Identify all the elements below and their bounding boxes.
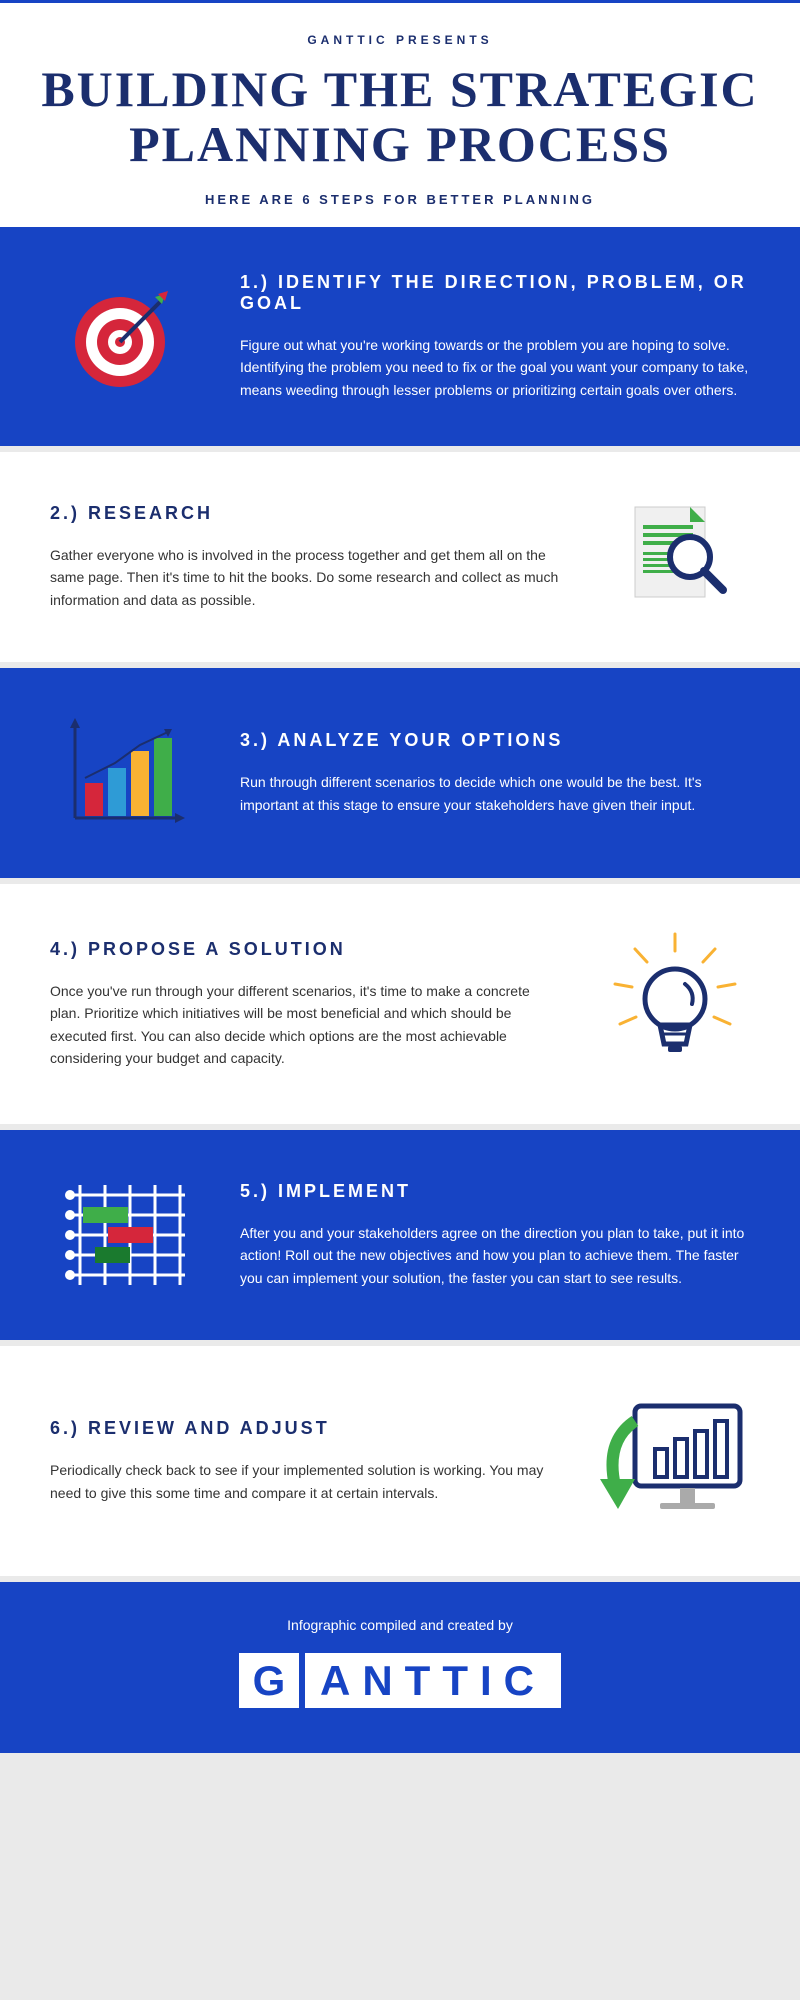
- step-4-body: Once you've run through your different s…: [50, 980, 560, 1070]
- step-3-heading: 3.) ANALYZE YOUR OPTIONS: [240, 730, 750, 751]
- step-2-body: Gather everyone who is involved in the p…: [50, 544, 560, 611]
- step-1-body: Figure out what you're working towards o…: [240, 334, 750, 401]
- monitor-review-icon: [600, 1391, 750, 1531]
- target-icon: [50, 282, 200, 392]
- step-4: 4.) PROPOSE A SOLUTION Once you've run t…: [0, 884, 800, 1124]
- subtitle: HERE ARE 6 STEPS FOR BETTER PLANNING: [40, 192, 760, 207]
- footer-text: Infographic compiled and created by: [0, 1617, 800, 1633]
- step-5: 5.) IMPLEMENT After you and your stakeho…: [0, 1130, 800, 1340]
- step-2-heading: 2.) RESEARCH: [50, 503, 560, 524]
- step-1-heading: 1.) IDENTIFY THE DIRECTION, PROBLEM, OR …: [240, 272, 750, 314]
- presents-label: GANTTIC PRESENTS: [40, 33, 760, 47]
- gantt-chart-icon: [50, 1175, 200, 1295]
- step-5-body: After you and your stakeholders agree on…: [240, 1222, 750, 1289]
- bar-chart-icon: [50, 713, 200, 833]
- document-search-icon: [600, 497, 750, 617]
- main-title: BUILDING THE STRATEGIC PLANNING PROCESS: [40, 62, 760, 172]
- logo-g: G: [239, 1653, 299, 1708]
- step-3-body: Run through different scenarios to decid…: [240, 771, 750, 816]
- step-1: 1.) IDENTIFY THE DIRECTION, PROBLEM, OR …: [0, 227, 800, 446]
- footer: Infographic compiled and created by G AN…: [0, 1582, 800, 1753]
- step-6-body: Periodically check back to see if your i…: [50, 1459, 560, 1504]
- header: GANTTIC PRESENTS BUILDING THE STRATEGIC …: [0, 0, 800, 227]
- step-4-heading: 4.) PROPOSE A SOLUTION: [50, 939, 560, 960]
- lightbulb-icon: [600, 929, 750, 1079]
- step-6-heading: 6.) REVIEW AND ADJUST: [50, 1418, 560, 1439]
- step-2: 2.) RESEARCH Gather everyone who is invo…: [0, 452, 800, 662]
- logo-rest: ANTTIC: [305, 1653, 561, 1708]
- ganttic-logo: G ANTTIC: [239, 1653, 561, 1708]
- step-3: 3.) ANALYZE YOUR OPTIONS Run through dif…: [0, 668, 800, 878]
- step-5-heading: 5.) IMPLEMENT: [240, 1181, 750, 1202]
- step-6: 6.) REVIEW AND ADJUST Periodically check…: [0, 1346, 800, 1576]
